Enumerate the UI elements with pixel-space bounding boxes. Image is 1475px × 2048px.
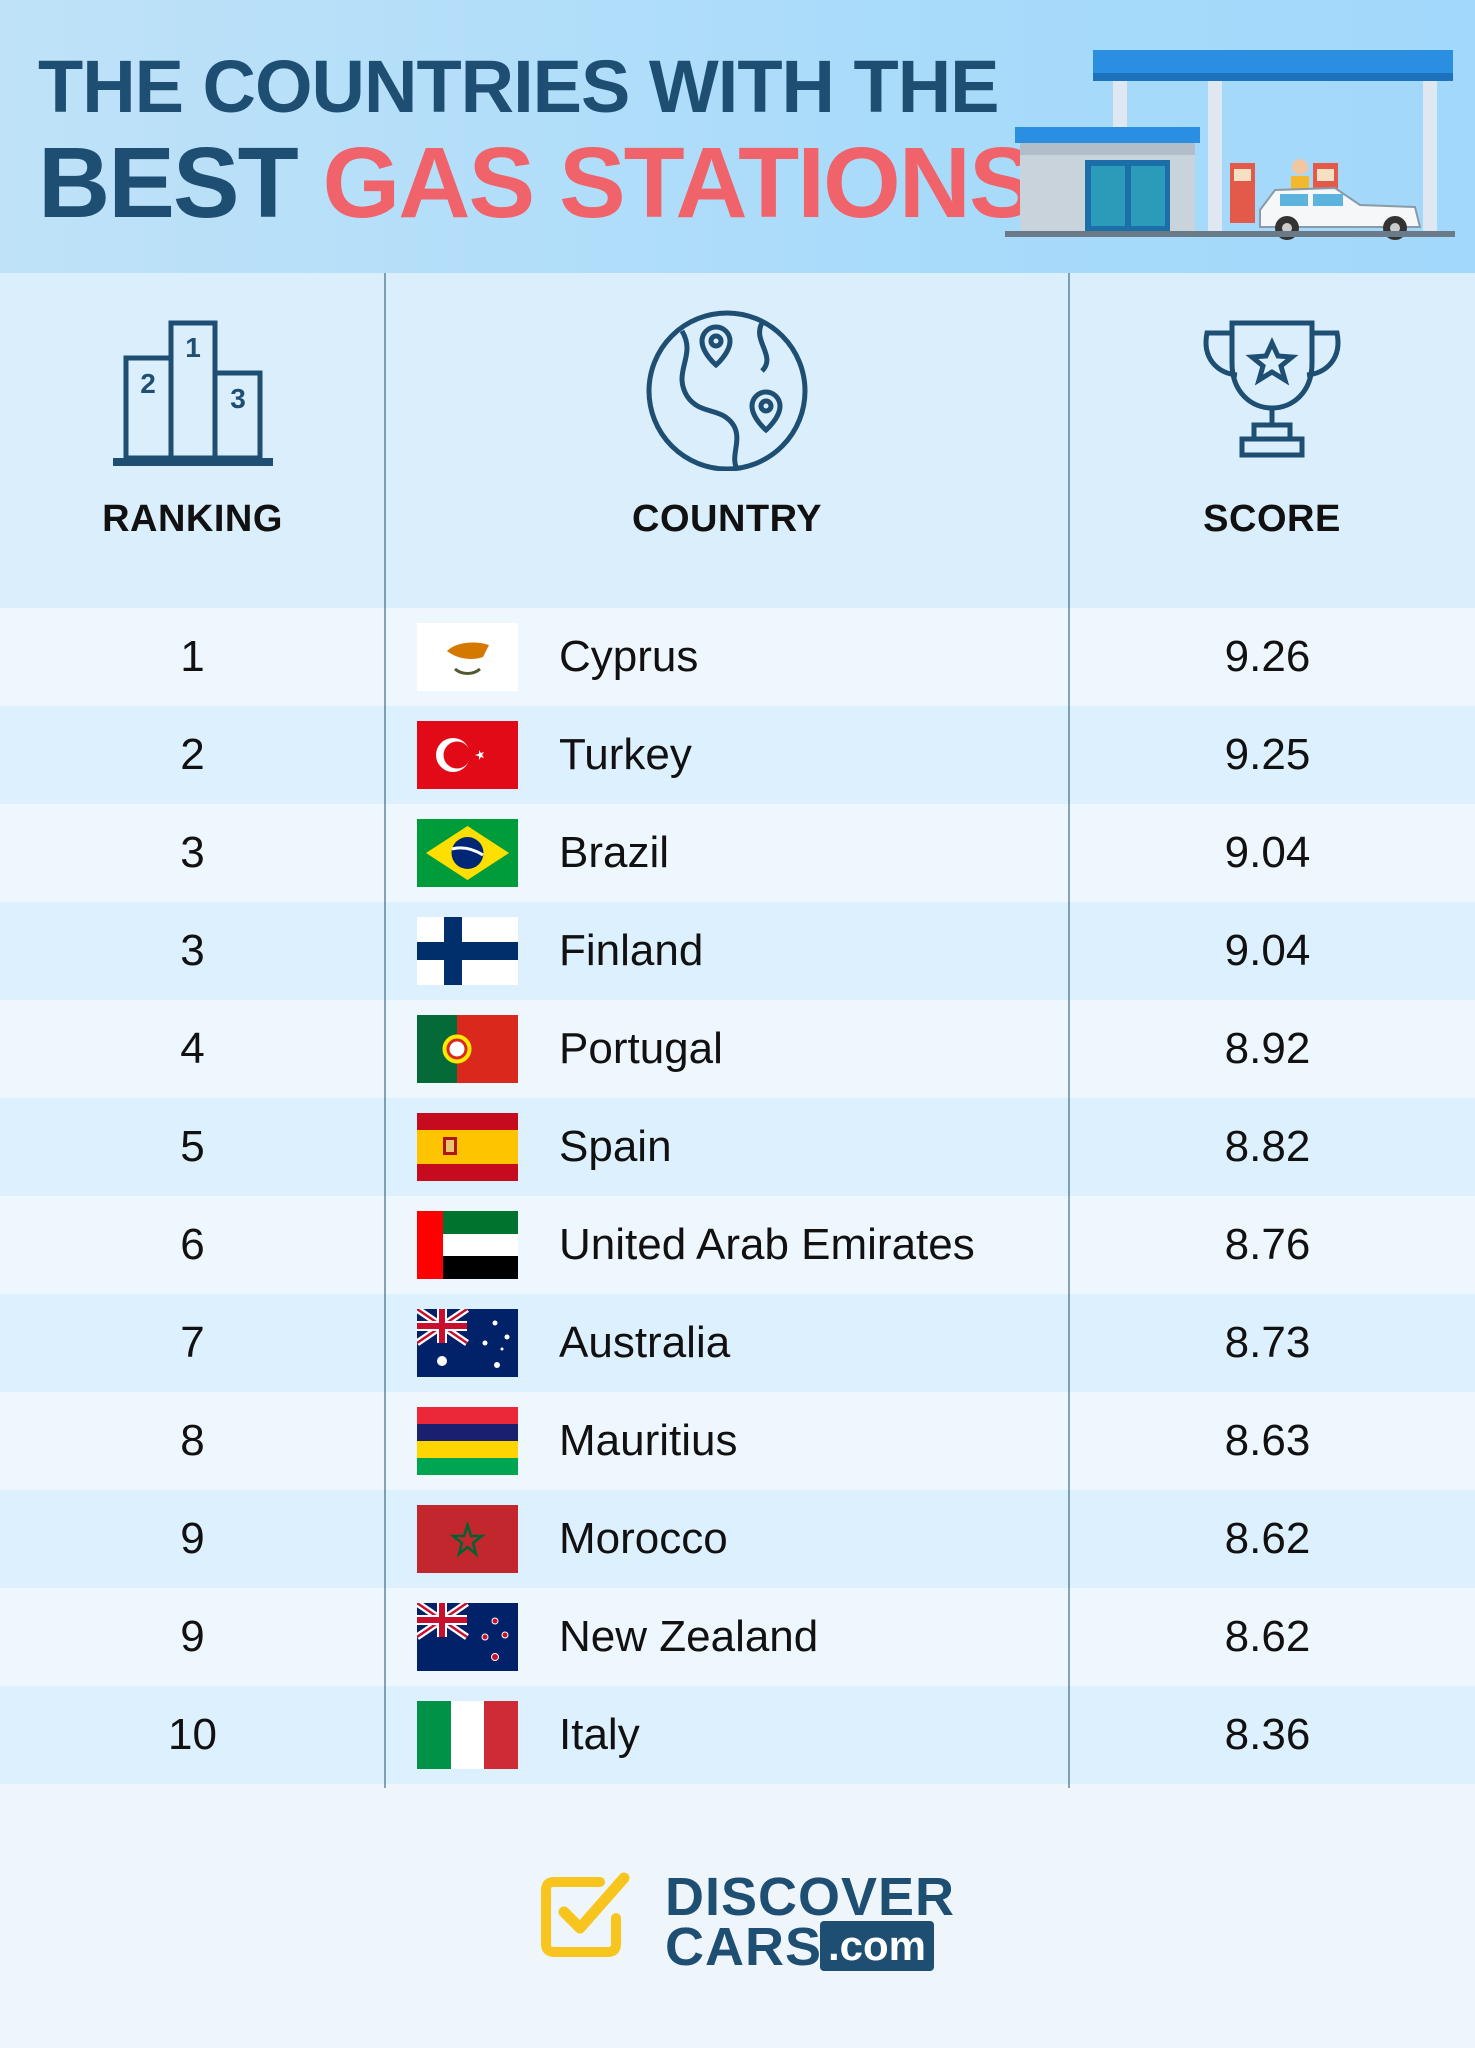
country-cell: Morocco: [559, 1514, 728, 1563]
turkey-flag-icon: [417, 721, 518, 789]
table-row: 8 Mauritius 8.63: [0, 1392, 1475, 1490]
spain-flag-icon: [417, 1113, 518, 1181]
header-score-label: SCORE: [1203, 498, 1341, 540]
score-cell: 8.76: [1224, 1220, 1311, 1269]
country-cell: Portugal: [559, 1024, 723, 1073]
table-row: 7 Australia 8.73: [0, 1294, 1475, 1392]
rank-cell: 2: [180, 730, 205, 779]
table-row: 10 Italy 8.36: [0, 1686, 1475, 1784]
checkmark-logo-icon: [541, 1872, 630, 1957]
rank-cell: 9: [180, 1514, 205, 1563]
table-row: 4 Portugal 8.92: [0, 1000, 1475, 1098]
score-cell: 8.63: [1224, 1416, 1311, 1465]
score-cell: 8.62: [1224, 1514, 1311, 1563]
logo-dotcom: .com: [820, 1921, 935, 1971]
score-cell: 8.36: [1224, 1710, 1311, 1759]
mauritius-flag-icon: [417, 1407, 518, 1475]
country-cell: Turkey: [559, 730, 692, 779]
rank-cell: 5: [180, 1122, 205, 1171]
rank-cell: 6: [180, 1220, 205, 1269]
rank-cell: 8: [180, 1416, 205, 1465]
country-cell: Italy: [559, 1710, 640, 1759]
table-header: 1 2 3 RANKING COUNTRY: [0, 273, 1475, 608]
footer: DISCOVER CARS .com: [0, 1788, 1475, 2048]
svg-text:2: 2: [140, 368, 156, 399]
title-line-2: BEST GAS STATIONS: [38, 126, 1036, 241]
score-cell: 8.62: [1224, 1612, 1311, 1661]
podium-icon: 1 2 3: [112, 320, 273, 466]
rank-cell: 3: [180, 926, 205, 975]
score-cell: 9.04: [1224, 828, 1311, 877]
table-row: 1 Cyprus 9.26: [0, 608, 1475, 706]
header-country-label: COUNTRY: [632, 498, 822, 540]
australia-flag-icon: [417, 1309, 518, 1377]
table-row: 2 Turkey 9.25: [0, 706, 1475, 804]
header-banner: THE COUNTRIES WITH THE BEST GAS STATIONS: [0, 0, 1475, 273]
country-cell: Mauritius: [559, 1416, 738, 1465]
rank-cell: 3: [180, 828, 205, 877]
finland-flag-icon: [417, 917, 518, 985]
header-score: SCORE: [1069, 273, 1475, 608]
score-cell: 9.26: [1224, 632, 1311, 681]
title-gas-stations: GAS STATIONS: [322, 127, 1036, 239]
score-cell: 9.04: [1224, 926, 1311, 975]
header-ranking: 1 2 3 RANKING: [0, 273, 385, 608]
trophy-icon: [1203, 320, 1341, 458]
table-row: 3 Finland 9.04: [0, 902, 1475, 1000]
new-zealand-flag-icon: [417, 1603, 518, 1671]
table-row: 6 United Arab Emirates 8.76: [0, 1196, 1475, 1294]
morocco-flag-icon: [417, 1505, 518, 1573]
rank-cell: 10: [168, 1710, 217, 1759]
rank-cell: 9: [180, 1612, 205, 1661]
header-ranking-label: RANKING: [102, 498, 283, 540]
table-row: 5 Spain 8.82: [0, 1098, 1475, 1196]
score-cell: 8.92: [1224, 1024, 1311, 1073]
brazil-flag-icon: [417, 819, 518, 887]
table-row: 9 New Zealand 8.62: [0, 1588, 1475, 1686]
globe-pins-icon: [646, 310, 808, 471]
score-cell: 8.73: [1224, 1318, 1311, 1367]
country-cell: Spain: [559, 1122, 672, 1171]
title-line-1: THE COUNTRIES WITH THE: [38, 45, 1000, 128]
country-cell: Finland: [559, 926, 704, 975]
logo-cars: CARS: [665, 1917, 823, 1977]
country-cell: United Arab Emirates: [559, 1220, 975, 1269]
uae-flag-icon: [417, 1211, 518, 1279]
rank-cell: 4: [180, 1024, 205, 1073]
score-cell: 8.82: [1224, 1122, 1311, 1171]
country-cell: Australia: [559, 1318, 731, 1367]
column-divider: [1068, 273, 1070, 1788]
portugal-flag-icon: [417, 1015, 518, 1083]
rank-cell: 7: [180, 1318, 205, 1367]
ranking-table: 1 2 3 RANKING COUNTRY: [0, 273, 1475, 1784]
country-cell: New Zealand: [559, 1612, 819, 1661]
title-best: BEST: [38, 127, 299, 239]
table-row: 3 Brazil 9.04: [0, 804, 1475, 902]
country-cell: Cyprus: [559, 632, 699, 681]
rank-cell: 1: [180, 632, 205, 681]
logo-discover: DISCOVER: [665, 1867, 956, 1927]
score-cell: 9.25: [1224, 730, 1311, 779]
column-divider: [384, 273, 386, 1788]
cyprus-flag-icon: [417, 623, 518, 691]
table-row: 9 Morocco 8.62: [0, 1490, 1475, 1588]
header-country: COUNTRY: [385, 273, 1069, 608]
country-cell: Brazil: [559, 828, 670, 877]
svg-text:1: 1: [185, 332, 201, 363]
svg-text:3: 3: [230, 383, 246, 414]
italy-flag-icon: [417, 1701, 518, 1769]
gas-station-illustration: [1005, 50, 1455, 240]
